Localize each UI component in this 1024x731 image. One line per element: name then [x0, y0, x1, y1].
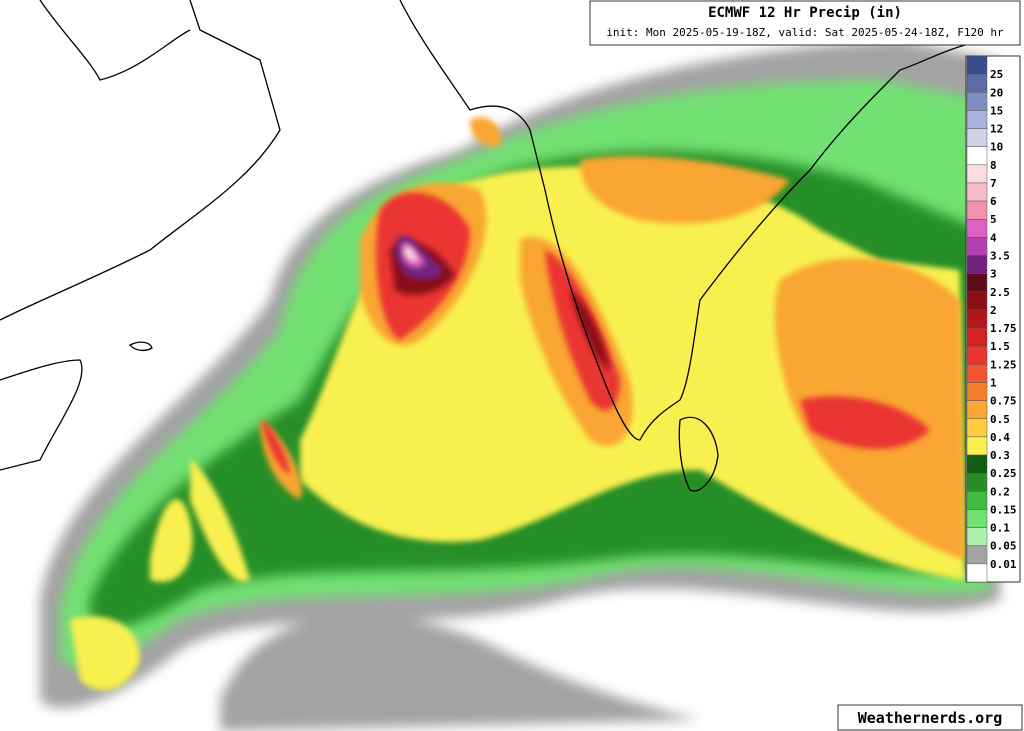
legend-swatch [966, 182, 988, 202]
legend-swatch [966, 73, 988, 93]
watermark: Weathernerds.org [858, 709, 1003, 727]
legend-label: 25 [990, 68, 1003, 81]
legend-swatch [966, 291, 988, 311]
legend-label: 0.75 [990, 395, 1017, 408]
legend-label: 0.5 [990, 413, 1010, 426]
legend-swatch [966, 200, 988, 220]
map-title: ECMWF 12 Hr Precip (in) [708, 5, 902, 21]
legend-swatch [966, 436, 988, 456]
legend-label: 0.25 [990, 467, 1017, 480]
legend-label: 5 [990, 213, 997, 226]
legend-label: 15 [990, 104, 1003, 117]
coastlines [0, 0, 1001, 492]
title-box: ECMWF 12 Hr Precip (in) init: Mon 2025-0… [589, 0, 1021, 46]
legend-swatch [966, 309, 988, 329]
legend-swatch [966, 327, 988, 347]
legend-label: 3.5 [990, 250, 1010, 263]
legend-swatch [966, 364, 988, 383]
legend-swatch [966, 527, 988, 546]
legend-label: 0.1 [990, 522, 1010, 535]
legend-label: 3 [990, 268, 997, 281]
legend-swatch [966, 418, 988, 438]
legend-label: 1.5 [990, 340, 1010, 353]
legend-label: 0.4 [990, 431, 1010, 444]
legend-swatch [966, 509, 988, 528]
watermark-box: Weathernerds.org [837, 704, 1023, 731]
legend-swatch [966, 345, 988, 365]
legend-swatch [966, 454, 988, 474]
legend-swatch [966, 92, 988, 111]
legend-label: 0.15 [990, 503, 1017, 516]
legend-swatch [966, 255, 988, 274]
legend-label: 6 [990, 195, 997, 208]
legend-label: 0.05 [990, 540, 1017, 553]
legend-label: 10 [990, 141, 1003, 154]
legend-label: 0.01 [990, 558, 1017, 571]
legend-swatch [966, 382, 988, 401]
legend-label: 1.75 [990, 322, 1017, 335]
legend-swatch [966, 110, 988, 129]
legend-swatch [966, 128, 988, 147]
legend-swatch [966, 237, 988, 256]
legend-label: 0.3 [990, 449, 1010, 462]
legend-label: 8 [990, 159, 997, 172]
legend-swatch [966, 164, 988, 184]
legend-label: 20 [990, 86, 1003, 99]
legend-swatch [966, 545, 988, 565]
legend-label: 2.5 [990, 286, 1010, 299]
legend-swatch [966, 55, 988, 75]
legend-label: 7 [990, 177, 997, 190]
legend-label: 1.25 [990, 358, 1017, 371]
legend-swatch [966, 273, 988, 293]
legend-label: 2 [990, 304, 997, 317]
legend-swatch [966, 563, 988, 583]
legend-label: 12 [990, 123, 1003, 136]
color-legend: 25 20 15 12 10 8 7 6 5 4 3.5 3 2.5 2 1.75 1.5 1.25 1 0.75 0… [965, 55, 1021, 583]
legend-swatch [966, 146, 988, 166]
legend-swatch [966, 218, 988, 238]
legend-swatch [966, 472, 988, 492]
legend-swatch [966, 400, 988, 420]
legend-label: 1 [990, 376, 997, 389]
legend-label: 4 [990, 231, 997, 244]
legend-label: 0.2 [990, 485, 1010, 498]
map-subtitle: init: Mon 2025-05-19-18Z, valid: Sat 202… [606, 26, 1004, 39]
legend-swatch [966, 491, 988, 510]
